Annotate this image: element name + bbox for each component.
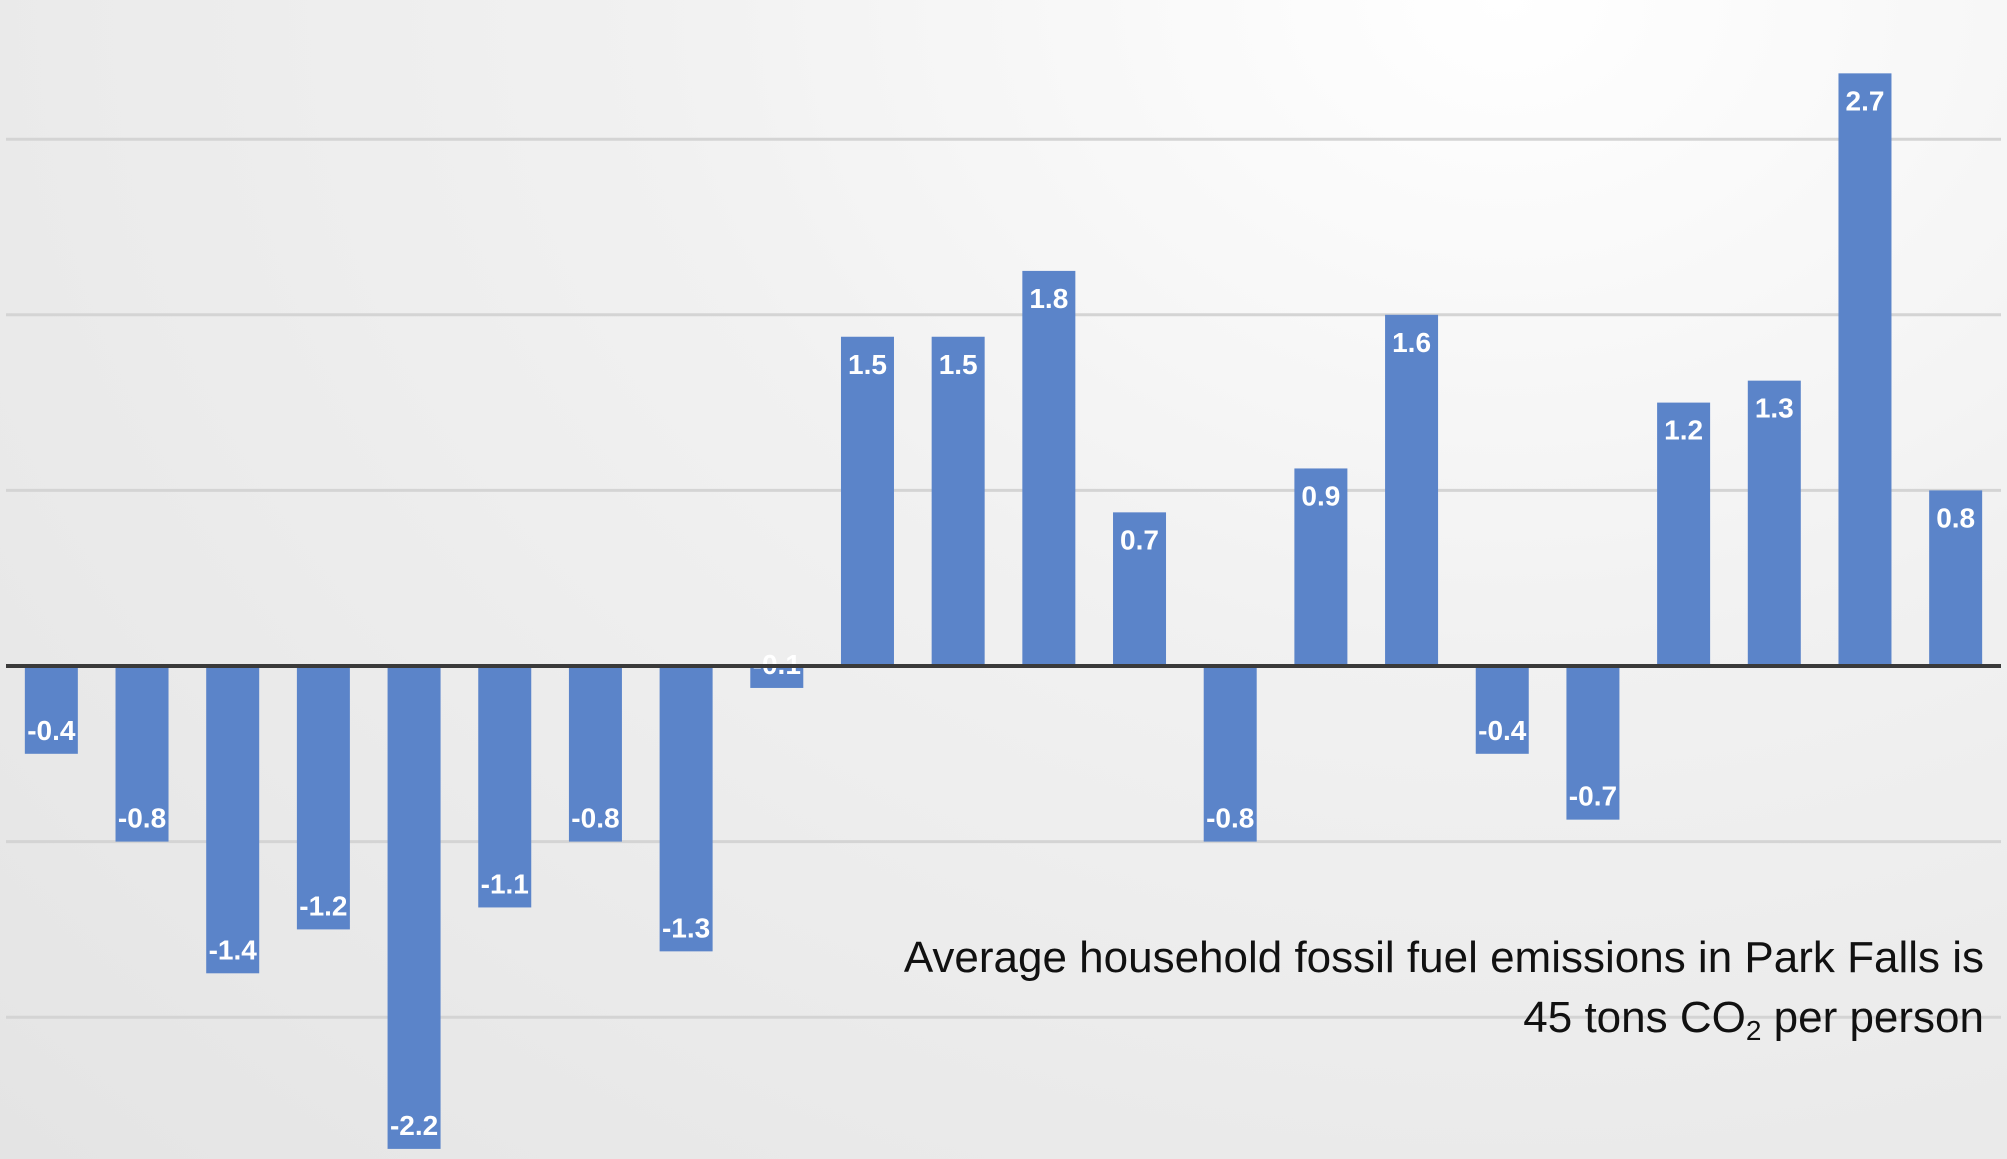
bar <box>1475 666 1529 754</box>
bar-data-label: -1.4 <box>209 934 258 965</box>
bar <box>659 666 713 952</box>
bar <box>1294 468 1348 666</box>
bar <box>387 666 441 1149</box>
annotation-line-2-subscript: 2 <box>1745 1015 1762 1046</box>
bar-data-label: -0.8 <box>118 803 166 834</box>
bar <box>1203 666 1257 842</box>
bar-data-label: 0.8 <box>1936 502 1975 533</box>
bar <box>1929 490 1983 666</box>
bar <box>840 336 894 666</box>
bar <box>568 666 622 842</box>
bar <box>296 666 350 930</box>
annotation-line-2-suffix: per person <box>1761 993 1984 1042</box>
bar-data-label: -1.1 <box>481 868 529 899</box>
bar-data-label: -0.4 <box>27 715 76 746</box>
bar <box>1657 402 1711 666</box>
bar <box>1022 270 1076 666</box>
bar-data-label: 1.6 <box>1392 327 1431 358</box>
bar <box>1566 666 1620 820</box>
bar-data-label: -1.2 <box>299 890 347 921</box>
bar <box>206 666 260 974</box>
bar-data-label: -0.4 <box>1478 715 1527 746</box>
bar-data-label: 1.3 <box>1755 393 1794 424</box>
annotation-line-2: 45 tons CO2 per person <box>904 988 1984 1048</box>
bar-data-label: 1.5 <box>848 349 887 380</box>
bar <box>931 336 985 666</box>
bar-data-label: 1.2 <box>1664 415 1703 446</box>
bar-data-label: -0.8 <box>571 803 619 834</box>
bar-data-label: -0.7 <box>1569 781 1617 812</box>
bar <box>750 666 804 688</box>
annotation-line-2-prefix: 45 tons CO <box>1523 993 1746 1042</box>
bar <box>115 666 169 842</box>
bar-data-label: -1.3 <box>662 912 710 943</box>
bar-data-label: -2.2 <box>390 1110 438 1141</box>
bar-data-label: -0.8 <box>1206 803 1254 834</box>
bar <box>1385 314 1439 666</box>
bar-data-label: 2.7 <box>1846 85 1885 116</box>
chart-annotation: Average household fossil fuel emissions … <box>904 928 1984 1048</box>
bar-data-label: 1.5 <box>939 349 978 380</box>
bar-data-label: 0.9 <box>1301 480 1340 511</box>
bar-data-label: 1.8 <box>1029 283 1068 314</box>
bar <box>1838 73 1892 667</box>
bar-data-label: 0.7 <box>1120 524 1159 555</box>
bar <box>1113 512 1167 666</box>
annotation-line-1: Average household fossil fuel emissions … <box>903 933 1984 982</box>
bar <box>478 666 532 908</box>
bar <box>1747 380 1801 666</box>
bar <box>24 666 78 754</box>
